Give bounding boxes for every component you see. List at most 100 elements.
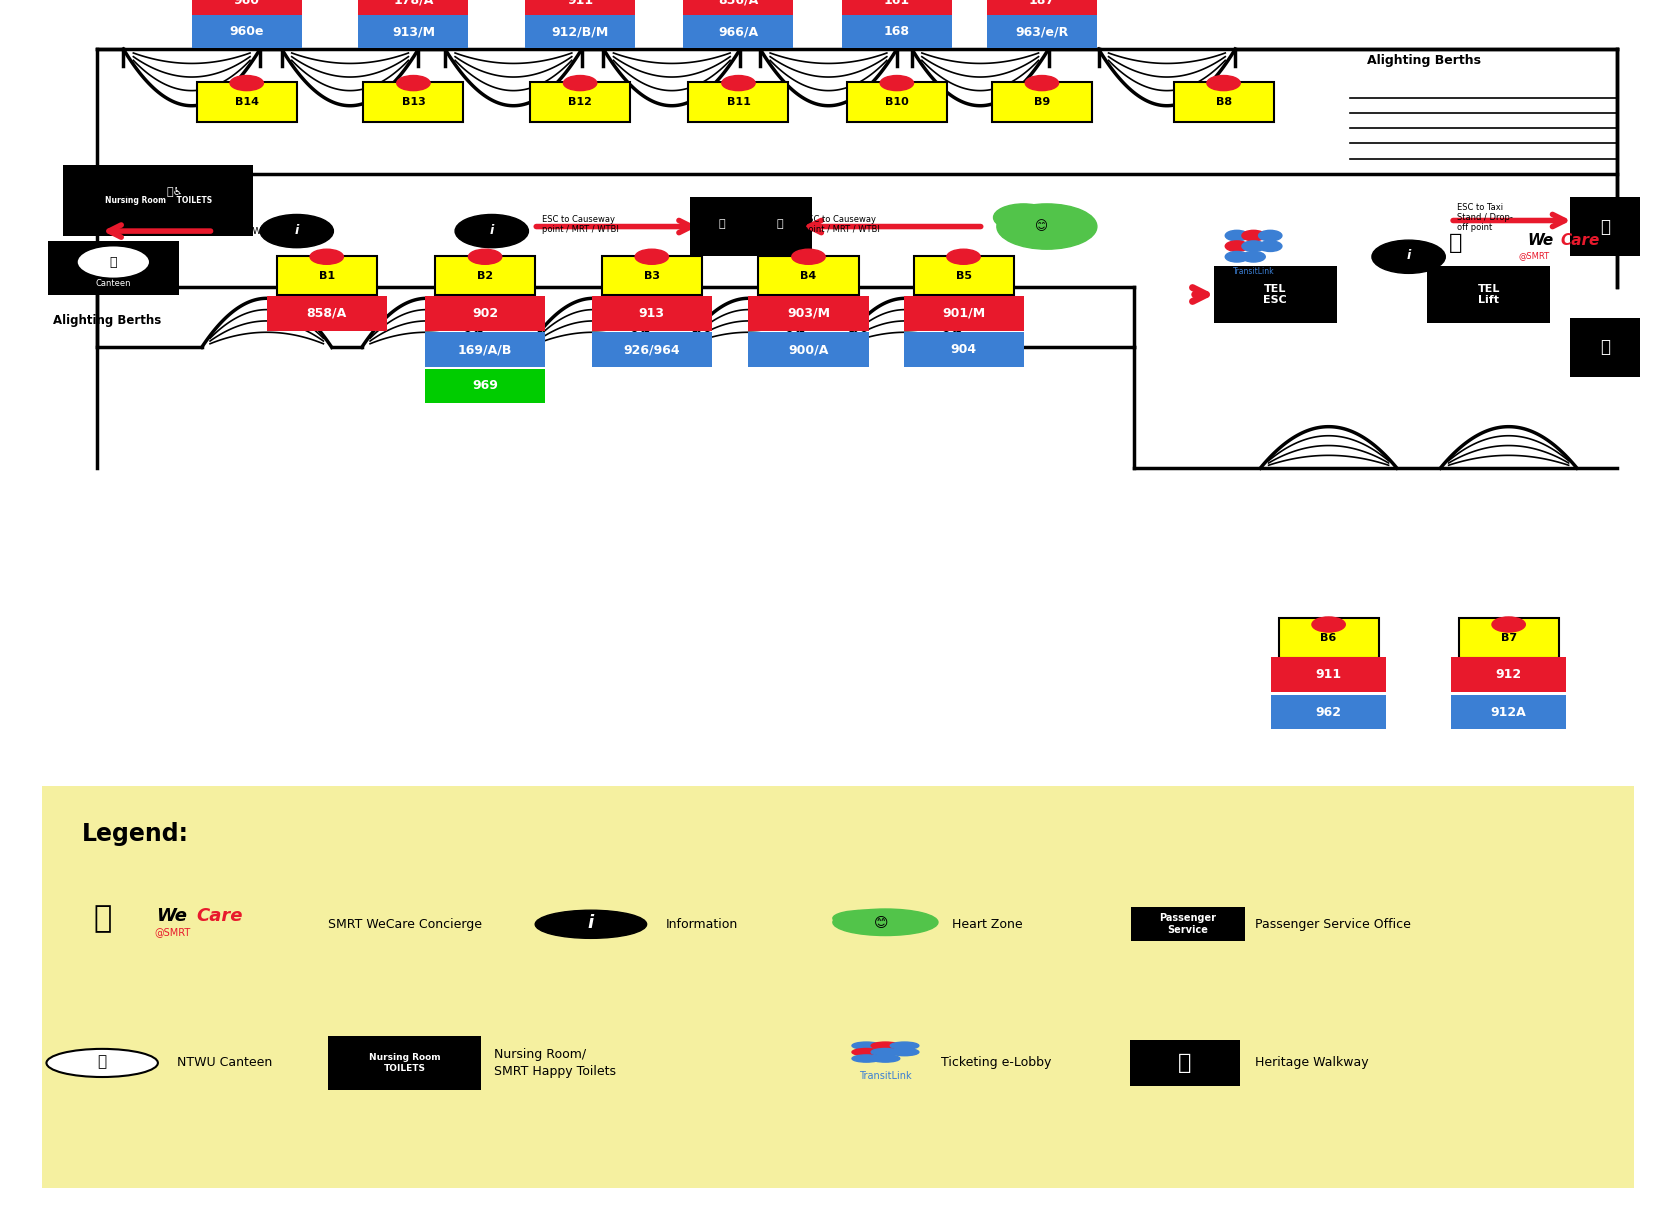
Text: TransitLink: TransitLink: [1234, 268, 1274, 276]
Circle shape: [47, 1049, 158, 1077]
Circle shape: [852, 1049, 880, 1056]
Circle shape: [890, 1043, 919, 1049]
FancyBboxPatch shape: [530, 83, 630, 122]
Text: SMRT WeCare Concierge: SMRT WeCare Concierge: [328, 918, 482, 931]
Circle shape: [872, 1049, 900, 1056]
FancyBboxPatch shape: [1459, 619, 1559, 658]
Circle shape: [947, 250, 980, 264]
Circle shape: [872, 1055, 900, 1062]
FancyBboxPatch shape: [992, 83, 1092, 122]
Circle shape: [230, 76, 263, 90]
Text: B2: B2: [477, 270, 493, 280]
Text: TEL
Lift: TEL Lift: [1477, 284, 1500, 306]
Text: @SMRT: @SMRT: [1519, 251, 1549, 259]
Circle shape: [872, 1043, 900, 1049]
Text: We: We: [157, 907, 187, 926]
Circle shape: [1225, 251, 1249, 262]
FancyBboxPatch shape: [748, 296, 869, 331]
Text: Heritage Walkway: Heritage Walkway: [1255, 1056, 1369, 1069]
Text: 🏛: 🏛: [1179, 1052, 1192, 1073]
Circle shape: [880, 76, 914, 90]
FancyBboxPatch shape: [525, 15, 635, 49]
FancyBboxPatch shape: [987, 0, 1097, 17]
FancyBboxPatch shape: [425, 369, 545, 403]
FancyBboxPatch shape: [748, 197, 812, 256]
Text: 900/A: 900/A: [788, 343, 828, 356]
Text: i: i: [1407, 250, 1410, 263]
Circle shape: [834, 910, 897, 926]
Circle shape: [1025, 76, 1059, 90]
FancyBboxPatch shape: [1452, 657, 1567, 692]
FancyBboxPatch shape: [525, 0, 635, 17]
FancyBboxPatch shape: [904, 296, 1024, 331]
Text: 903/M: 903/M: [787, 307, 830, 320]
Text: Heart Zone: Heart Zone: [952, 918, 1024, 931]
Text: B7: B7: [1500, 633, 1517, 643]
Circle shape: [1259, 230, 1282, 241]
Text: 🚌: 🚌: [93, 904, 112, 933]
FancyBboxPatch shape: [847, 83, 947, 122]
Text: 🍴: 🍴: [98, 1055, 107, 1069]
Text: TEL
ESC: TEL ESC: [1264, 284, 1287, 306]
FancyBboxPatch shape: [1174, 83, 1274, 122]
Text: ESC to Taxi
Stand / Drop-
off point: ESC to Taxi Stand / Drop- off point: [1457, 202, 1514, 233]
Text: 🧍: 🧍: [718, 219, 725, 229]
FancyBboxPatch shape: [192, 15, 302, 49]
Text: B3: B3: [643, 270, 660, 280]
FancyBboxPatch shape: [1427, 266, 1550, 323]
Text: 962: 962: [1315, 705, 1342, 719]
Circle shape: [1242, 251, 1265, 262]
Text: Ticketing e-Lobby: Ticketing e-Lobby: [942, 1056, 1052, 1069]
Text: 😊: 😊: [874, 916, 889, 931]
Text: Nursing Room/: Nursing Room/: [493, 1049, 585, 1061]
FancyBboxPatch shape: [358, 0, 468, 17]
FancyBboxPatch shape: [63, 164, 253, 235]
Text: 960: 960: [233, 0, 260, 6]
Text: 178/A: 178/A: [393, 0, 433, 6]
Text: 963/e/R: 963/e/R: [1015, 26, 1069, 38]
Text: TransitLink: TransitLink: [859, 1071, 912, 1082]
Text: 913: 913: [638, 307, 665, 320]
Text: NSL
Lift: NSL Lift: [747, 214, 760, 234]
FancyBboxPatch shape: [748, 333, 869, 367]
Text: NTWU Canteen: NTWU Canteen: [177, 1056, 272, 1069]
Text: ESC to Causeway
point / MRT / WTBI: ESC to Causeway point / MRT / WTBI: [542, 214, 618, 234]
FancyBboxPatch shape: [842, 0, 952, 17]
FancyBboxPatch shape: [987, 15, 1097, 49]
FancyBboxPatch shape: [1130, 907, 1245, 942]
Text: 904: 904: [950, 343, 977, 356]
FancyBboxPatch shape: [277, 256, 377, 295]
Text: Passenger
Service: Passenger Service: [1160, 914, 1217, 935]
Text: i: i: [490, 224, 493, 236]
Circle shape: [997, 203, 1097, 250]
FancyBboxPatch shape: [904, 333, 1024, 367]
Text: 161: 161: [884, 0, 910, 6]
Circle shape: [1207, 76, 1240, 90]
Circle shape: [1312, 618, 1345, 632]
Text: 169/A/B: 169/A/B: [458, 343, 512, 356]
Text: B11: B11: [727, 97, 750, 107]
Text: @SMRT: @SMRT: [153, 927, 190, 938]
Text: 912A: 912A: [1490, 705, 1527, 719]
Text: 856/A: 856/A: [718, 0, 758, 6]
Text: B6: B6: [1320, 633, 1337, 643]
Text: i: i: [295, 224, 298, 236]
Text: 912/B/M: 912/B/M: [552, 26, 608, 38]
Text: 902: 902: [472, 307, 498, 320]
Text: 858/A: 858/A: [307, 307, 347, 320]
Circle shape: [310, 250, 343, 264]
Text: Care: Care: [197, 907, 243, 926]
Circle shape: [994, 203, 1054, 231]
Text: Passenger Service Office: Passenger Service Office: [1255, 918, 1410, 931]
Text: B10: B10: [885, 97, 909, 107]
FancyBboxPatch shape: [842, 15, 952, 49]
Circle shape: [635, 250, 668, 264]
FancyBboxPatch shape: [48, 241, 180, 295]
FancyBboxPatch shape: [1272, 657, 1387, 692]
Circle shape: [890, 1049, 919, 1056]
Text: 913/M: 913/M: [392, 26, 435, 38]
Text: 🏛: 🏛: [1600, 218, 1610, 235]
FancyBboxPatch shape: [683, 0, 793, 17]
Text: 🚹♿: 🚹♿: [167, 186, 183, 196]
Text: 912: 912: [1495, 667, 1522, 681]
